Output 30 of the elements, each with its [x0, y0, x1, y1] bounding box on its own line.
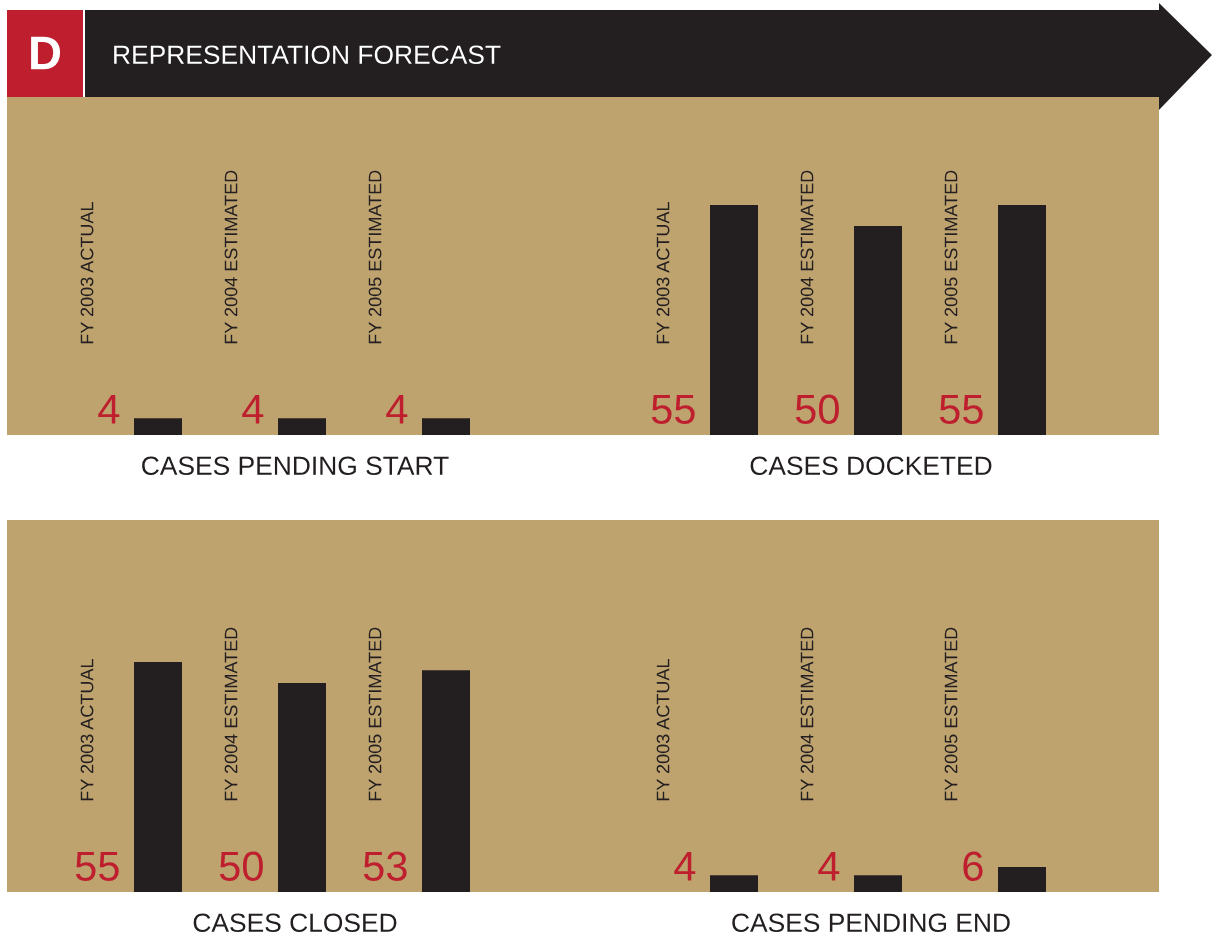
- x-tick-label: FY 2003 ACTUAL: [80, 202, 94, 344]
- x-tick-label: FY 2003 ACTUAL: [656, 659, 670, 801]
- data-label: 50: [795, 394, 839, 424]
- text: CASES PENDING START: [142, 456, 449, 476]
- data-label: 55: [651, 394, 695, 424]
- data-label: 4: [242, 394, 264, 424]
- x-tick-label: FY 2004 ESTIMATED: [224, 627, 238, 801]
- data-label: 55: [75, 851, 119, 881]
- x-tick-label: FY 2004 ESTIMATED: [800, 627, 814, 801]
- text: CASES CLOSED: [193, 913, 397, 933]
- x-tick-label: FY 2004 ESTIMATED: [224, 170, 238, 344]
- text: D: [31, 36, 61, 70]
- data-label: 55: [939, 394, 983, 424]
- x-tick-label: FY 2003 ACTUAL: [80, 659, 94, 801]
- x-tick-label: FY 2005 ESTIMATED: [368, 627, 382, 801]
- text: CASES DOCKETED: [750, 456, 992, 476]
- data-label: 53: [363, 851, 407, 881]
- x-tick-label: FY 2005 ESTIMATED: [368, 170, 382, 344]
- x-tick-label: FY 2005 ESTIMATED: [944, 627, 958, 801]
- data-label: 6: [963, 851, 983, 881]
- x-tick-label: FY 2005 ESTIMATED: [944, 170, 958, 344]
- x-tick-label: FY 2004 ESTIMATED: [800, 170, 814, 344]
- text: CASES PENDING END: [732, 913, 1010, 933]
- data-label: 4: [674, 851, 696, 881]
- text: REPRESENTATION FORECAST: [114, 45, 501, 65]
- data-label: 50: [219, 851, 263, 881]
- data-label: 4: [818, 851, 840, 881]
- x-tick-label: FY 2003 ACTUAL: [656, 202, 670, 344]
- data-label: 4: [386, 394, 408, 424]
- data-label: 4: [98, 394, 120, 424]
